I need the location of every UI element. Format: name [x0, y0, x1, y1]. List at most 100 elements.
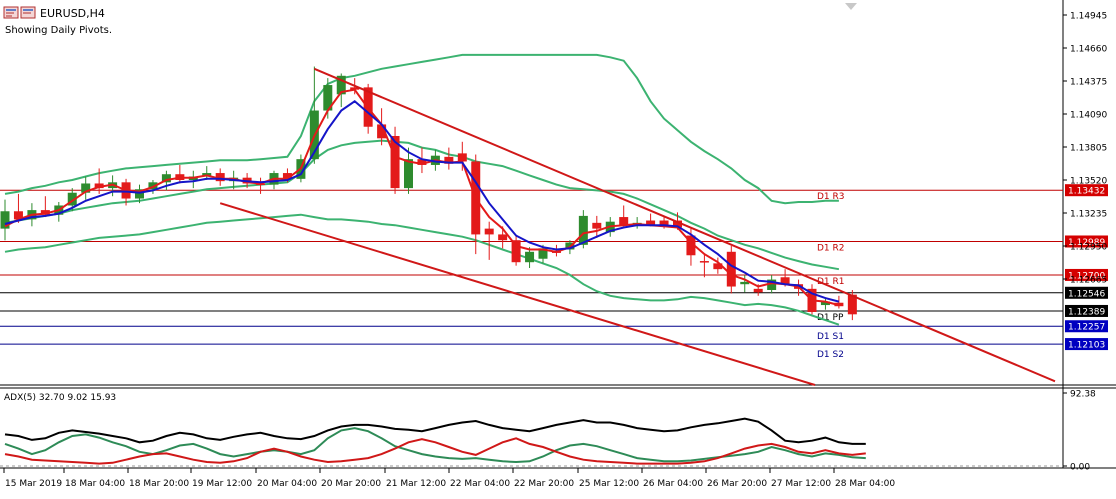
time-tick-label: 18 Mar 04:00	[65, 479, 125, 489]
candle	[444, 147, 454, 170]
pivot-price-label: 1.13432	[1068, 187, 1105, 197]
candle-body	[646, 220, 656, 226]
candle	[0, 199, 10, 241]
candle-body	[538, 248, 548, 259]
candle	[135, 184, 144, 204]
pivot-price-box	[1065, 304, 1108, 317]
candle	[94, 168, 104, 194]
candle-body	[13, 211, 23, 220]
candle-body	[390, 136, 400, 189]
time-tick-label: 19 Mar 12:00	[192, 479, 252, 489]
bollinger-upper-line	[4, 53, 839, 205]
pivot-label: D1 S1	[817, 332, 844, 342]
candle-body	[619, 217, 629, 226]
time-tick-label: 20 Mar 04:00	[257, 479, 317, 489]
candle-body	[578, 215, 588, 245]
candle	[646, 213, 656, 227]
pivot-price-label: 1.12257	[1068, 323, 1105, 333]
price-tick-label: 1.12950	[1070, 243, 1107, 253]
time-tick-label: 18 Mar 20:00	[129, 479, 189, 489]
chart-header: EURUSD,H4 Showing Daily Pivots.	[3, 6, 112, 36]
candle-body	[686, 235, 696, 256]
candle-body	[417, 159, 427, 165]
adx-tick-label: 0.00	[1070, 463, 1090, 473]
candle	[404, 147, 413, 194]
adx-lines	[4, 417, 866, 465]
candle-body	[94, 183, 104, 189]
candle-body	[659, 220, 669, 227]
pivot-price-label: 1.12546	[1068, 289, 1105, 299]
candle	[740, 274, 750, 293]
candle	[336, 73, 346, 108]
bollinger-lower-line	[4, 213, 840, 326]
pivot-price-box	[1065, 184, 1108, 197]
candle	[457, 141, 467, 171]
candle	[820, 298, 830, 310]
adx-series-adx	[4, 417, 866, 445]
pivots-note: Showing Daily Pivots.	[5, 25, 112, 36]
pivot-label: D1 R2	[817, 243, 845, 253]
candle	[699, 254, 709, 278]
candle-body	[215, 173, 225, 182]
candle-body	[820, 301, 830, 306]
candle	[81, 176, 91, 200]
candle	[525, 247, 535, 268]
pivot-price-label: 1.12389	[1068, 307, 1105, 317]
candle-body	[511, 240, 521, 263]
candle-body	[484, 228, 494, 235]
candle-body	[350, 87, 360, 90]
moving-averages	[4, 88, 840, 307]
time-tick-label: 21 Mar 12:00	[386, 479, 446, 489]
scroll-marker-icon[interactable]	[845, 3, 857, 10]
time-tick-label: 28 Mar 04:00	[835, 479, 895, 489]
time-tick-label: 25 Mar 12:00	[579, 479, 639, 489]
pivot-label: D1 R1	[817, 277, 845, 287]
pivot-price-box	[1065, 268, 1108, 281]
candle	[417, 147, 427, 174]
candle	[726, 246, 736, 294]
pivot-price-label: 1.12989	[1068, 238, 1105, 248]
time-tick-label: 20 Mar 20:00	[321, 479, 381, 489]
candle	[713, 257, 723, 274]
price-tick-label: 1.13805	[1070, 144, 1107, 154]
time-tick-label: 15 Mar 2019	[5, 479, 62, 489]
pivot-label: D1 R3	[817, 192, 845, 202]
trendline-upper	[313, 67, 1056, 383]
window-icon-2	[20, 6, 36, 19]
pivot-price-box	[1065, 338, 1108, 351]
pivot-price-box	[1065, 235, 1108, 248]
adx-title: ADX(5) 32.70 9.02 15.93	[4, 393, 116, 403]
pivot-label: D1 PP	[817, 313, 844, 323]
time-tick-label: 22 Mar 04:00	[450, 479, 510, 489]
candle	[13, 193, 23, 223]
price-tick-label: 1.12665	[1070, 276, 1107, 286]
pivot-price-label: 1.12103	[1068, 341, 1105, 351]
time-axis: 15 Mar 2019 18 Mar 04:00 18 Mar 20:00 19 Ma…	[3, 468, 895, 489]
price-tick-label: 1.14945	[1070, 12, 1107, 22]
pivot-label: D1 S2	[817, 350, 844, 360]
price-tick-label: 1.14660	[1070, 45, 1107, 55]
candle-body	[780, 277, 790, 285]
pivot-price-label: 1.12700	[1068, 271, 1105, 281]
candle	[390, 126, 400, 194]
candle	[619, 205, 629, 227]
candle-body	[525, 251, 535, 263]
candle-body	[81, 183, 91, 193]
candle-body	[336, 75, 346, 95]
candle	[767, 274, 777, 294]
candle-body	[726, 251, 736, 287]
candle	[215, 168, 225, 186]
candle-body	[444, 156, 454, 164]
candle-body	[740, 281, 750, 285]
candle-body	[282, 173, 292, 179]
candle-body	[498, 234, 508, 241]
price-tick-label: 1.13235	[1070, 210, 1107, 220]
candle-body	[404, 159, 413, 189]
pivot-price-box	[1065, 286, 1108, 299]
price-tick-label: 1.14375	[1070, 78, 1107, 88]
time-tick-label: 22 Mar 20:00	[514, 479, 574, 489]
